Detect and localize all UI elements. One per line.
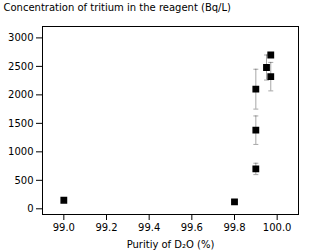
svg-text:Puritiy of D₂O (%): Puritiy of D₂O (%) [127, 239, 215, 250]
svg-text:2500: 2500 [8, 61, 33, 72]
svg-text:99.4: 99.4 [138, 222, 160, 233]
svg-text:500: 500 [14, 175, 33, 186]
svg-text:99.6: 99.6 [181, 222, 203, 233]
svg-text:99.8: 99.8 [223, 222, 245, 233]
svg-text:2000: 2000 [8, 89, 33, 100]
svg-text:Concentration of tritium in th: Concentration of tritium in the reagent … [4, 2, 232, 13]
svg-text:99.2: 99.2 [95, 222, 117, 233]
svg-text:1000: 1000 [8, 146, 33, 157]
svg-text:100.0: 100.0 [263, 222, 292, 233]
svg-text:3000: 3000 [8, 32, 33, 43]
svg-text:1500: 1500 [8, 118, 33, 129]
svg-text:0: 0 [27, 203, 33, 214]
svg-text:99.0: 99.0 [53, 222, 75, 233]
